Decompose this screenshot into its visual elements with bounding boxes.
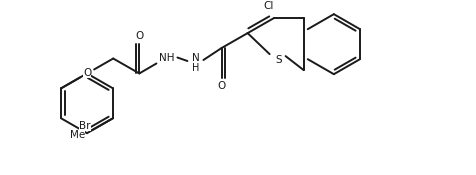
Text: Me: Me — [69, 130, 85, 140]
Text: H: H — [191, 63, 198, 73]
Text: O: O — [217, 81, 225, 91]
Text: NH: NH — [159, 52, 174, 62]
Text: O: O — [83, 68, 91, 78]
Text: O: O — [135, 31, 143, 41]
Text: Br: Br — [79, 121, 90, 131]
Text: Cl: Cl — [263, 1, 273, 11]
Text: S: S — [275, 55, 281, 65]
Text: N: N — [191, 53, 199, 63]
